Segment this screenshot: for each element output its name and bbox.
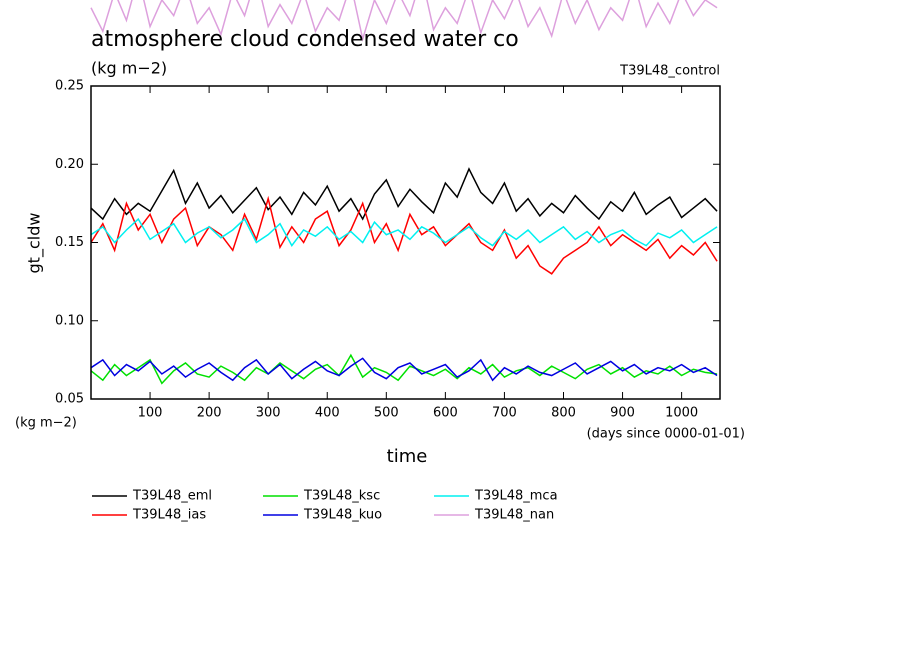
lines (90, 0, 718, 385)
series-line (91, 167, 718, 221)
legend-label: T39L48_ias (132, 508, 206, 523)
x-tick-label: 200 (197, 406, 222, 421)
subtitle: (kg m−2) (91, 59, 167, 78)
y-unit: (kg m−2) (15, 416, 77, 431)
y-tick-label: 0.05 (55, 392, 84, 407)
legend-label: T39L48_ksc (303, 489, 380, 504)
annotation: T39L48_control (619, 64, 720, 79)
legend-label: T39L48_kuo (303, 508, 382, 523)
y-tick-label: 0.20 (55, 157, 84, 172)
legend-label: T39L48_nan (474, 508, 554, 523)
y-tick-label: 0.25 (55, 79, 84, 94)
y-axis-label: gt_cldw (25, 213, 45, 274)
x-tick-label: 100 (138, 406, 163, 421)
legend-label: T39L48_mca (474, 489, 558, 504)
x-unit: (days since 0000-01-01) (587, 427, 745, 442)
x-tick-label: 900 (610, 406, 635, 421)
series-line (91, 195, 718, 275)
series-line (91, 353, 718, 385)
series-line (91, 217, 718, 248)
y-tick-label: 0.15 (55, 235, 84, 250)
chart-title: atmosphere cloud condensed water co (91, 27, 519, 52)
series-line (91, 357, 718, 382)
x-tick-label: 500 (374, 406, 399, 421)
y-tick-label: 0.10 (55, 313, 84, 328)
x-tick-label: 600 (433, 406, 458, 421)
series-line (90, 0, 718, 43)
x-tick-label: 300 (256, 406, 281, 421)
legend-label: T39L48_eml (132, 489, 212, 504)
x-axis-label: time (387, 446, 428, 467)
x-tick-label: 1000 (665, 406, 698, 421)
x-tick-label: 400 (315, 406, 340, 421)
x-tick-label: 700 (492, 406, 517, 421)
x-tick-label: 800 (551, 406, 576, 421)
